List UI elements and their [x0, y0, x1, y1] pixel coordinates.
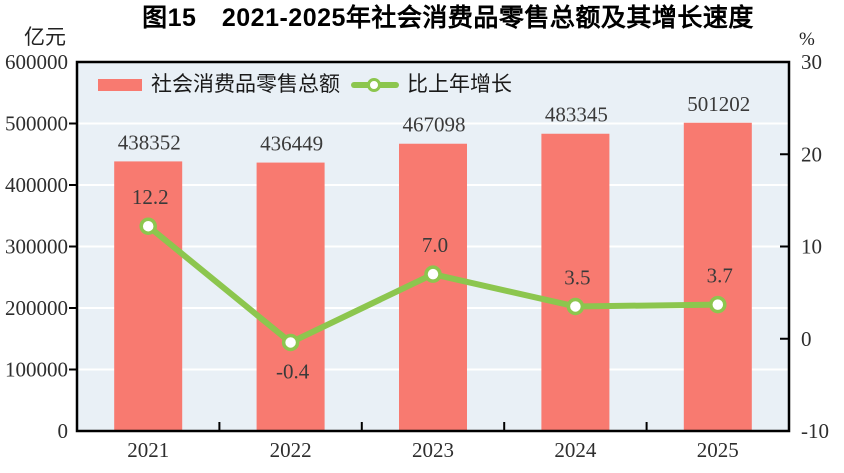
x-axis-label-2023: 2023: [412, 438, 454, 462]
chart-title: 图15 2021-2025年社会消费品零售总额及其增长速度: [142, 4, 754, 32]
left-axis-label-400000: 400000: [5, 173, 68, 197]
bar-2025: [683, 122, 752, 431]
left-axis-label-200000: 200000: [5, 296, 68, 320]
left-axis-label-600000: 600000: [5, 50, 68, 74]
bar-2022: [256, 162, 325, 431]
legend-bar-swatch: [98, 78, 142, 91]
line-marker-2022: [281, 333, 300, 352]
right-axis-label-30: 30: [801, 50, 822, 74]
bar-value-label-2021: 438352: [118, 130, 181, 154]
line-marker-2021: [139, 217, 157, 235]
legend-line-label: 比上年增长: [407, 72, 512, 96]
bar-value-label-2023: 467098: [403, 113, 466, 137]
bar-2021: [114, 161, 183, 431]
x-axis-label-2022: 2022: [270, 438, 312, 462]
line-value-label-2023: 7.0: [422, 233, 448, 257]
bar-value-label-2024: 483345: [545, 103, 608, 127]
right-axis-label-10: 10: [801, 235, 822, 259]
legend: 社会消费品零售总额 比上年增长: [98, 74, 512, 95]
legend-line-marker-icon: [367, 77, 381, 92]
line-value-label-2022: -0.4: [276, 359, 310, 383]
left-axis-label-300000: 300000: [5, 235, 68, 259]
right-axis-label-20: 20: [801, 142, 822, 166]
line-marker-2025: [709, 295, 727, 314]
right-axis-label-0: 0: [801, 327, 812, 351]
bar-value-label-2025: 501202: [687, 92, 750, 116]
line-marker-2024: [566, 297, 585, 316]
x-axis-label-2025: 2025: [697, 438, 739, 462]
left-axis-label-0: 0: [58, 419, 69, 443]
line-marker-2023: [424, 265, 442, 283]
left-axis-label-100000: 100000: [5, 358, 68, 382]
bar-2024: [541, 133, 610, 431]
x-axis-label-2021: 2021: [127, 438, 169, 462]
line-value-label-2021: 12.2: [132, 185, 169, 209]
line-value-label-2025: 3.7: [707, 264, 733, 288]
bar-value-label-2022: 436449: [260, 132, 323, 156]
legend-bar-label: 社会消费品零售总额: [151, 72, 340, 96]
plot-border: [75, 60, 791, 433]
x-axis-label-2024: 2024: [554, 438, 597, 462]
legend-line-icon: [351, 77, 399, 92]
left-axis-unit: 亿元: [24, 25, 66, 49]
line-value-label-2024: 3.5: [564, 265, 590, 289]
right-axis-unit: %: [799, 29, 815, 50]
left-axis-label-500000: 500000: [5, 112, 68, 136]
right-axis-label--10: -10: [801, 419, 829, 443]
